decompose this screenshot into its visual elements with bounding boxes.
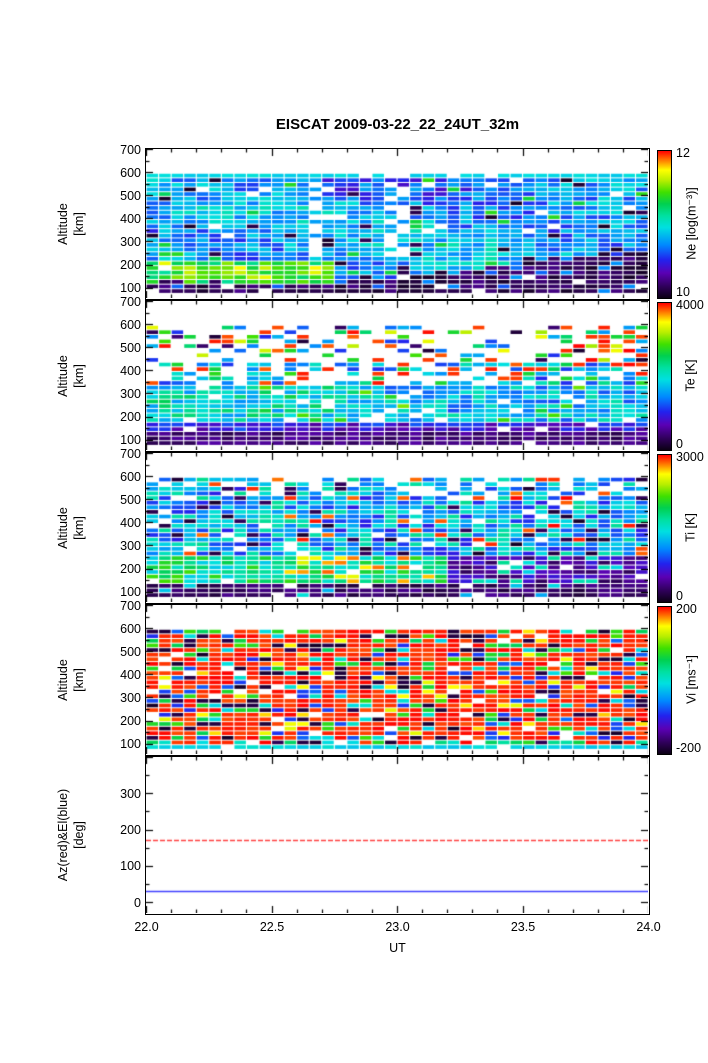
y-tick-label: 200: [120, 714, 141, 728]
figure-title: EISCAT 2009-03-22_22_24UT_32m: [275, 116, 520, 133]
ylabel-altitude-ti: Altitude [km]: [56, 507, 86, 549]
y-tick-label: 700: [120, 446, 141, 461]
y-tick-label: 400: [120, 363, 141, 378]
x-axis-label: UT: [389, 941, 406, 955]
y-tick-label: 200: [120, 823, 141, 838]
y-tick-label: 500: [120, 492, 141, 507]
y-tick-label: 300: [120, 234, 141, 249]
panel-ti: [145, 452, 650, 604]
y-tick-label: 100: [120, 859, 141, 874]
x-tick-label: 22.0: [134, 920, 159, 934]
panel-te: [145, 300, 650, 452]
panel-vi: [145, 604, 650, 756]
te-heatmap: [146, 301, 648, 450]
y-tick-label: 400: [120, 515, 141, 530]
colorbar-vi-min: -200: [676, 741, 702, 755]
y-tick-label: 300: [120, 386, 141, 401]
ti-heatmap: [146, 453, 648, 602]
x-tick-label: 23.5: [510, 920, 536, 934]
azel-lines: [146, 757, 648, 913]
colorbar-te: [657, 301, 672, 451]
panel-ne: [145, 148, 650, 300]
y-tick-label: 600: [120, 621, 141, 636]
y-tick-label: 100: [120, 737, 141, 752]
colorbar-ne-min: 10: [676, 285, 690, 299]
colorbar-ti-max: 3000: [676, 450, 704, 464]
colorbar-vi-label: Vi [ms⁻¹]: [684, 655, 699, 704]
y-tick-label: 200: [120, 410, 141, 424]
y-tick-label: 400: [120, 211, 141, 226]
y-tick-label: 600: [120, 317, 141, 332]
y-tick-label: 500: [120, 644, 141, 659]
y-tick-label: 700: [120, 142, 141, 157]
colorbar-ne-max: 12: [676, 146, 690, 160]
colorbar-te-max: 4000: [676, 298, 704, 312]
y-tick-label: 500: [120, 340, 141, 355]
colorbar-vi: [657, 605, 672, 755]
colorbar-te-label: Te [K]: [683, 359, 698, 392]
ylabel-altitude-vi: Altitude [km]: [56, 659, 86, 701]
colorbar-ne-label: Ne [log(m⁻³)]: [684, 187, 699, 260]
y-tick-label: 400: [120, 667, 141, 682]
ne-heatmap: [146, 149, 648, 298]
y-tick-label: 600: [120, 469, 141, 484]
colorbar-ne: [657, 149, 672, 299]
vi-heatmap: [146, 605, 648, 754]
y-tick-label: 700: [120, 598, 141, 613]
y-tick-label: 100: [120, 433, 141, 448]
y-tick-label: 200: [120, 562, 141, 576]
colorbar-ti: [657, 453, 672, 603]
y-tick-label: 600: [120, 165, 141, 180]
ylabel-azel: Az(red)&El(blue) [deg]: [56, 788, 86, 882]
x-tick-label: 23.0: [385, 920, 410, 934]
colorbar-ti-label: Ti [K]: [683, 513, 698, 542]
ylabel-altitude-te: Altitude [km]: [56, 355, 86, 397]
ylabel-altitude-ne: Altitude [km]: [56, 203, 86, 245]
y-tick-label: 300: [120, 538, 141, 553]
y-tick-label: 200: [120, 258, 141, 272]
colorbar-te-min: 0: [676, 437, 683, 451]
y-tick-label: 100: [120, 585, 141, 600]
x-tick-label: 22.5: [259, 920, 285, 934]
colorbar-ti-min: 0: [676, 589, 683, 603]
x-tick-label: 24.0: [636, 920, 661, 934]
colorbar-vi-max: 200: [676, 602, 697, 616]
y-tick-label: 300: [120, 690, 141, 705]
y-tick-label: 100: [120, 281, 141, 296]
y-tick-label: 300: [120, 786, 141, 801]
y-tick-label: 500: [120, 188, 141, 203]
y-tick-label: 0: [134, 895, 141, 910]
y-tick-label: 700: [120, 294, 141, 309]
panel-azel: [145, 756, 650, 915]
